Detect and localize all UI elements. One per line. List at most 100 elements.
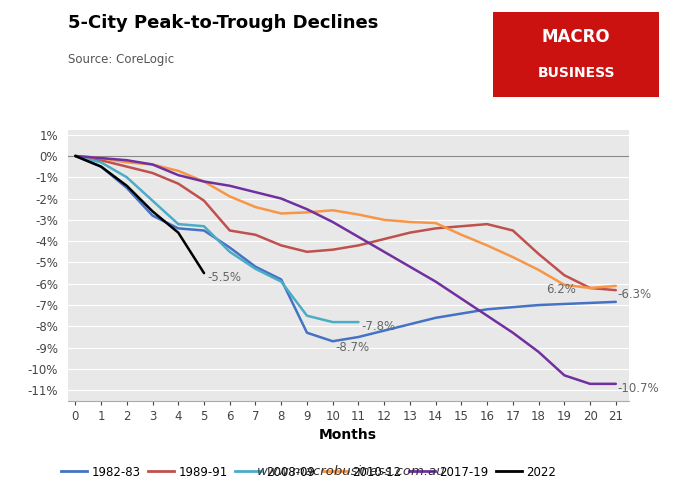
2017-19 xyxy=(226,183,234,189)
1989-91 xyxy=(354,242,362,248)
2017-19 xyxy=(97,155,105,161)
2010-12 xyxy=(509,254,517,260)
2017-19 xyxy=(586,381,594,387)
2008-09 xyxy=(123,174,131,180)
2022 xyxy=(174,230,183,236)
1989-91 xyxy=(329,247,337,253)
Line: 1989-91: 1989-91 xyxy=(75,156,616,290)
Text: Source: CoreLogic: Source: CoreLogic xyxy=(68,53,174,66)
Text: -6.3%: -6.3% xyxy=(617,288,651,301)
2008-09 xyxy=(149,198,157,204)
2008-09 xyxy=(97,159,105,165)
2010-12 xyxy=(226,194,234,199)
2017-19 xyxy=(509,330,517,336)
1982-83 xyxy=(535,302,543,308)
2010-12 xyxy=(612,283,620,289)
2010-12 xyxy=(149,162,157,168)
1989-91 xyxy=(586,285,594,291)
1982-83 xyxy=(406,321,414,327)
1982-83 xyxy=(251,264,260,270)
1989-91 xyxy=(303,249,311,255)
2010-12 xyxy=(380,217,388,223)
2010-12 xyxy=(458,232,466,238)
2017-19 xyxy=(174,172,183,178)
2010-12 xyxy=(535,267,543,273)
Line: 2008-09: 2008-09 xyxy=(75,156,358,322)
1989-91 xyxy=(483,221,491,227)
2010-12 xyxy=(329,207,337,213)
1989-91 xyxy=(560,272,569,278)
1989-91 xyxy=(509,227,517,233)
1989-91 xyxy=(200,198,208,204)
2010-12 xyxy=(586,285,594,291)
Text: www.macrobusiness.com.au: www.macrobusiness.com.au xyxy=(257,465,446,478)
2008-09 xyxy=(200,223,208,229)
1982-83 xyxy=(586,300,594,306)
2010-12 xyxy=(560,282,569,288)
Line: 2010-12: 2010-12 xyxy=(75,156,616,288)
1982-83 xyxy=(200,227,208,233)
1982-83 xyxy=(226,245,234,251)
1982-83 xyxy=(431,315,439,321)
1989-91 xyxy=(277,242,285,248)
2017-19 xyxy=(71,153,79,159)
2010-12 xyxy=(200,179,208,185)
Text: -7.8%: -7.8% xyxy=(361,320,395,333)
2017-19 xyxy=(535,349,543,355)
1989-91 xyxy=(226,227,234,233)
1989-91 xyxy=(458,223,466,229)
1989-91 xyxy=(97,157,105,163)
2008-09 xyxy=(251,266,260,272)
Legend: 1982-83, 1989-91, 2008-09, 2010-12, 2017-19, 2022: 1982-83, 1989-91, 2008-09, 2010-12, 2017… xyxy=(57,461,561,483)
1982-83 xyxy=(458,311,466,316)
2022 xyxy=(123,183,131,189)
1989-91 xyxy=(535,251,543,257)
1982-83 xyxy=(149,213,157,218)
Text: -5.5%: -5.5% xyxy=(208,271,242,284)
1989-91 xyxy=(380,236,388,242)
2017-19 xyxy=(380,249,388,255)
1989-91 xyxy=(174,181,183,186)
Line: 2017-19: 2017-19 xyxy=(75,156,616,384)
1982-83 xyxy=(303,330,311,336)
2010-12 xyxy=(483,242,491,248)
1989-91 xyxy=(149,170,157,176)
1982-83 xyxy=(174,226,183,231)
2010-12 xyxy=(303,210,311,215)
2017-19 xyxy=(277,196,285,201)
2017-19 xyxy=(406,264,414,270)
2008-09 xyxy=(71,153,79,159)
Line: 1982-83: 1982-83 xyxy=(75,156,616,341)
2010-12 xyxy=(123,159,131,165)
2010-12 xyxy=(71,153,79,159)
1989-91 xyxy=(406,230,414,236)
2010-12 xyxy=(97,155,105,161)
1989-91 xyxy=(123,164,131,170)
2017-19 xyxy=(483,313,491,319)
2017-19 xyxy=(200,179,208,185)
2017-19 xyxy=(303,206,311,212)
2022 xyxy=(149,209,157,214)
Text: -8.7%: -8.7% xyxy=(335,341,369,354)
2008-09 xyxy=(277,279,285,284)
1982-83 xyxy=(71,153,79,159)
Text: BUSINESS: BUSINESS xyxy=(537,66,615,80)
1982-83 xyxy=(329,339,337,344)
2008-09 xyxy=(329,319,337,325)
2008-09 xyxy=(354,319,362,325)
2022 xyxy=(71,153,79,159)
2010-12 xyxy=(354,212,362,217)
1982-83 xyxy=(483,306,491,312)
Text: 5-City Peak-to-Trough Declines: 5-City Peak-to-Trough Declines xyxy=(68,14,378,32)
Text: -10.7%: -10.7% xyxy=(617,382,658,395)
1989-91 xyxy=(431,226,439,231)
2017-19 xyxy=(251,189,260,195)
2022 xyxy=(200,270,208,276)
1989-91 xyxy=(251,232,260,238)
2017-19 xyxy=(149,162,157,168)
1989-91 xyxy=(71,153,79,159)
2022 xyxy=(97,164,105,170)
Text: MACRO: MACRO xyxy=(542,28,610,46)
2017-19 xyxy=(354,234,362,240)
1982-83 xyxy=(560,301,569,307)
